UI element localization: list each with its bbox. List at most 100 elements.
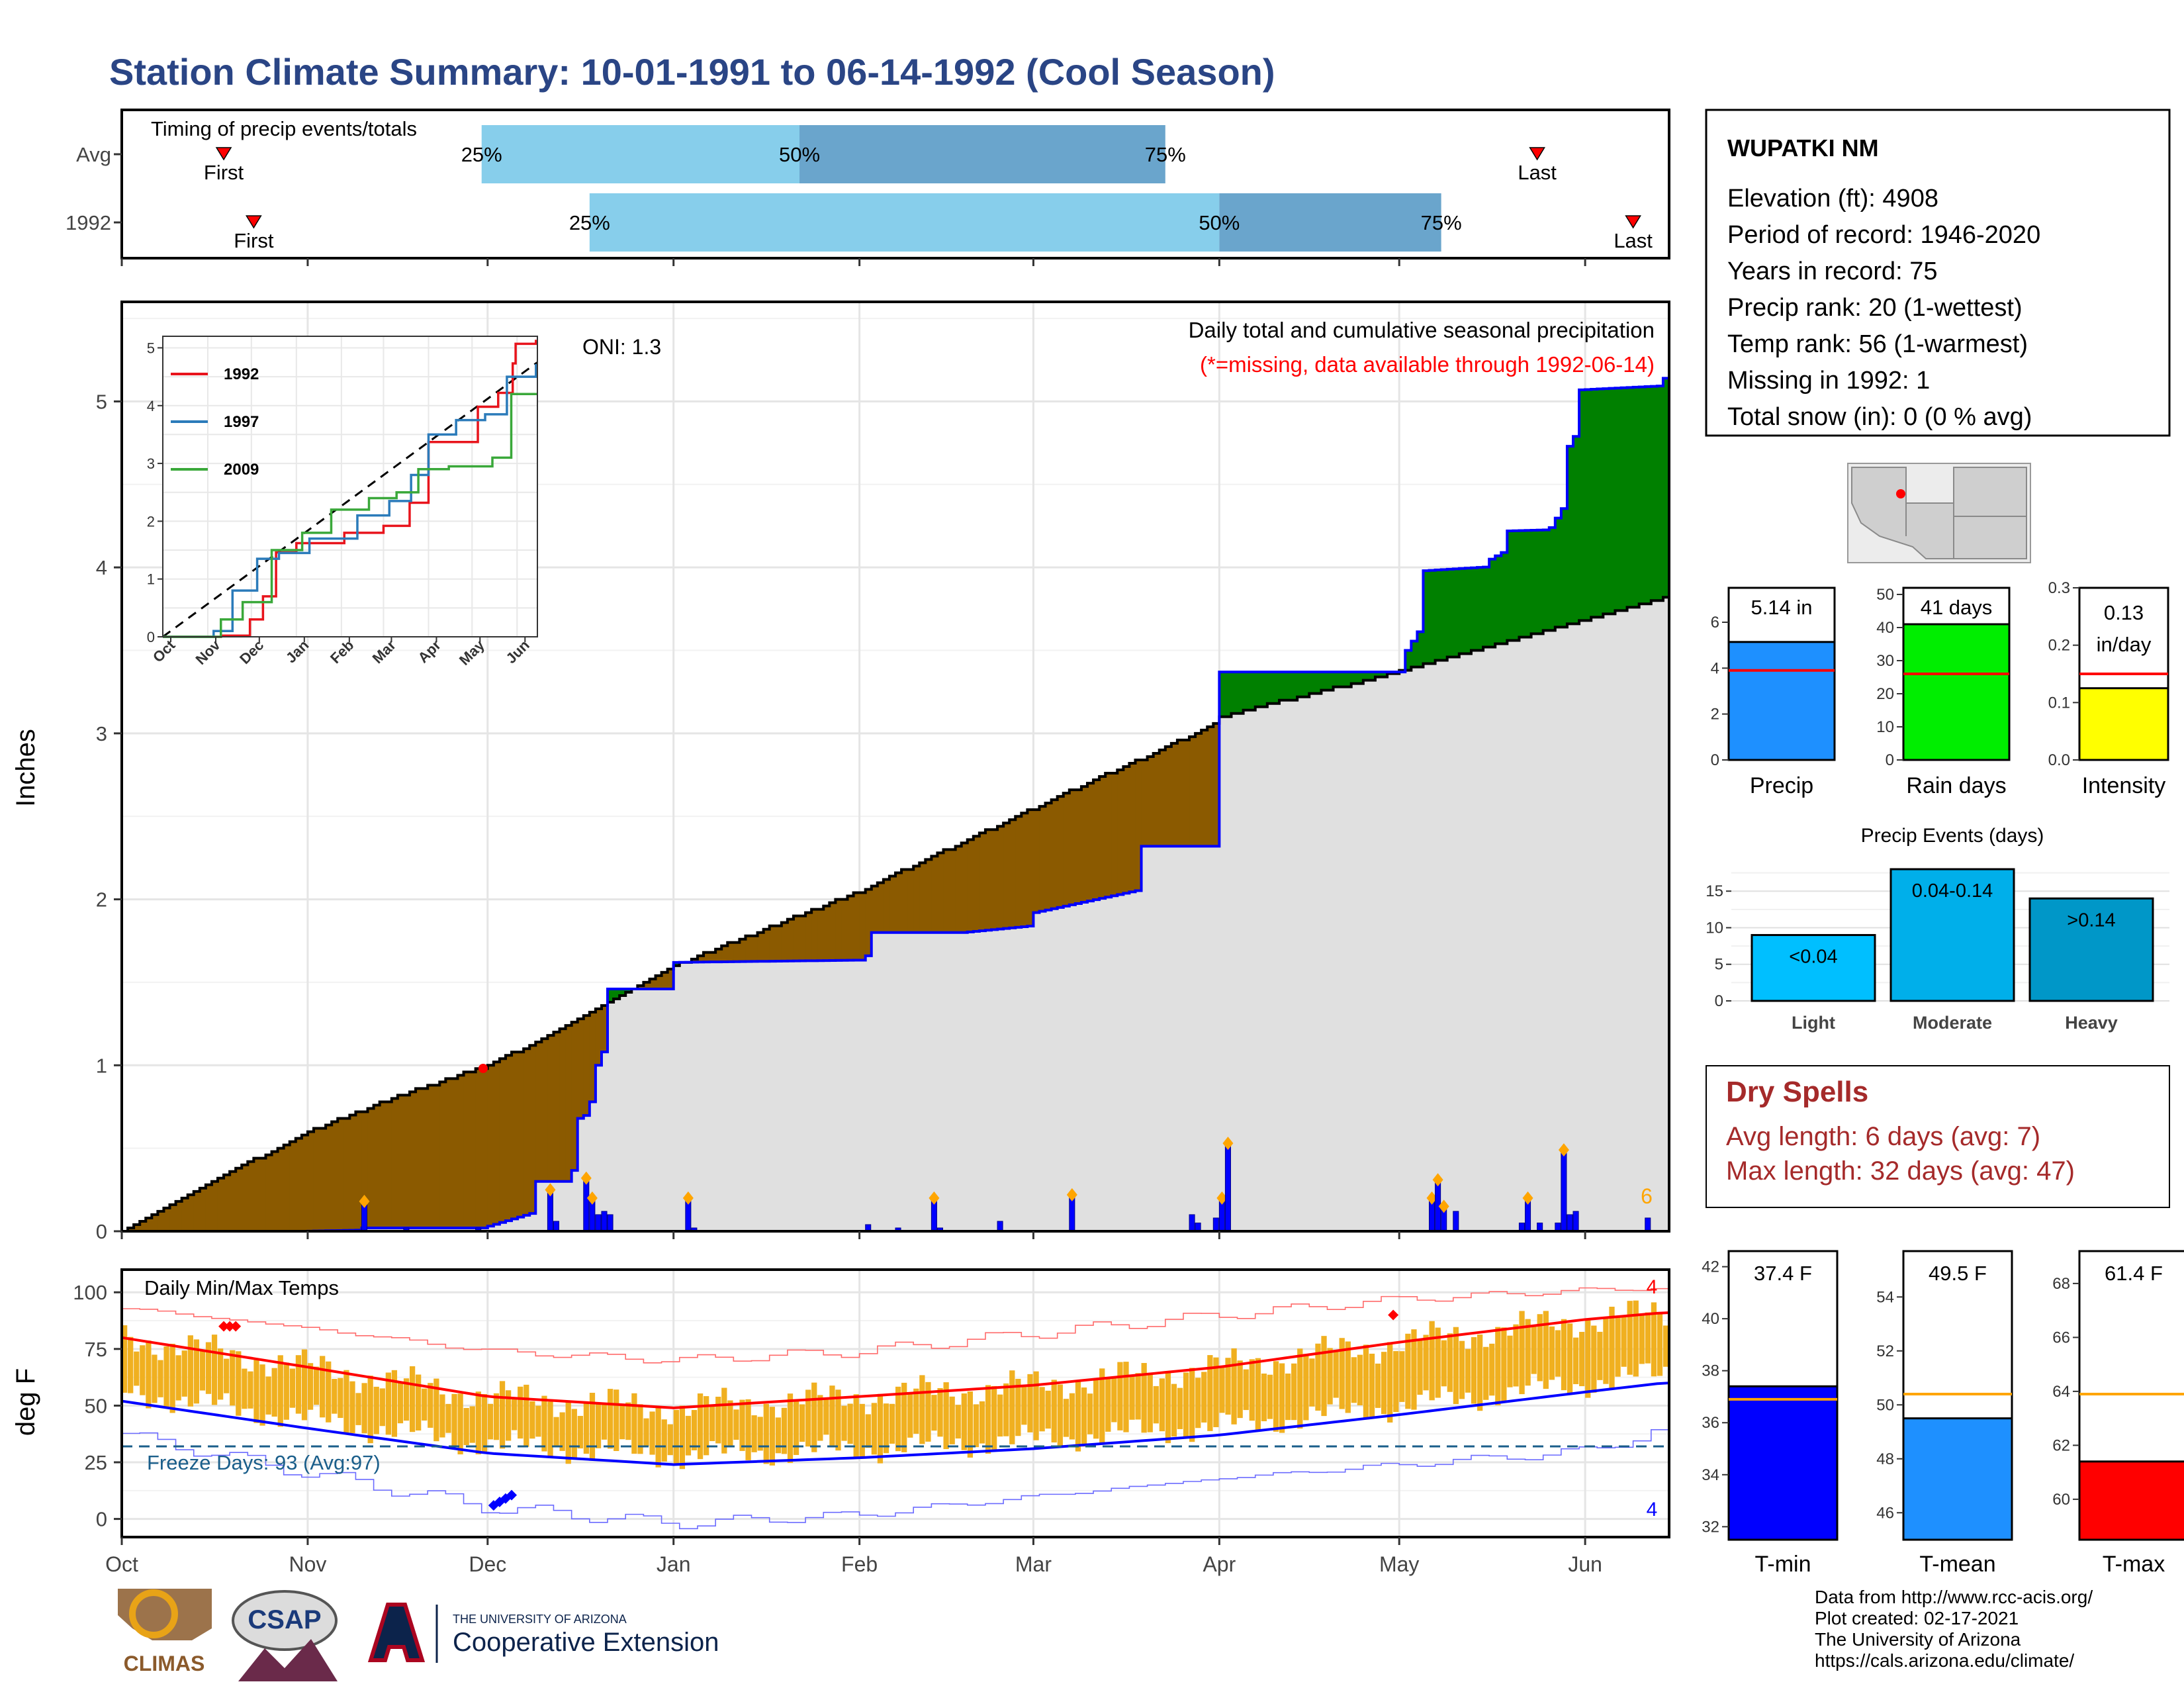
temp-day-bar: [1219, 1367, 1225, 1413]
temp-summary-y-tick-label: 62: [2052, 1436, 2070, 1454]
events-bar-label: >0.14: [2067, 910, 2115, 931]
temp-lines: [121, 1287, 1670, 1530]
temp-day-bar: [1507, 1335, 1513, 1387]
below-average-area: [236, 1168, 242, 1231]
temp-y-tick-label: 75: [85, 1338, 107, 1361]
month-tick-label: Dec: [469, 1552, 506, 1576]
daily-precip-highlight: [1216, 1191, 1228, 1205]
below-average-area: [439, 1082, 446, 1228]
temp-day-bar: [1597, 1331, 1603, 1380]
temp-day-bar: [205, 1342, 212, 1394]
below-average-area: [781, 922, 788, 961]
temp-day-bar: [847, 1403, 853, 1444]
temp-day-bar: [565, 1401, 571, 1464]
below-average-area: [248, 1161, 254, 1231]
temp-day-bar: [487, 1403, 494, 1440]
summary-y-tick-label: 40: [1876, 619, 1894, 637]
below-average-area: [326, 1125, 332, 1231]
below-average-area: [1039, 806, 1046, 912]
below-average-area: [901, 869, 908, 933]
temp-day-bar: [673, 1409, 679, 1466]
temp-day-bar: [175, 1355, 181, 1401]
below-average-area: [1063, 793, 1070, 906]
above-average-area: [1261, 672, 1268, 707]
above-average-area: [1477, 567, 1484, 651]
temp-day-bar: [715, 1396, 721, 1444]
above-average-area: [1435, 570, 1442, 661]
below-average-area: [1165, 746, 1172, 847]
below-average-area: [529, 1045, 536, 1214]
temp-day-bar: [697, 1393, 704, 1460]
above-average-area: [1327, 672, 1334, 690]
temp-day-bar: [1465, 1348, 1471, 1393]
summary-y-tick-label: 50: [1876, 586, 1894, 604]
temp-max-count: 4: [1647, 1276, 1658, 1298]
temp-day-bar: [122, 1325, 128, 1393]
below-average-area: [1141, 759, 1148, 847]
temp-day-bar: [1513, 1324, 1519, 1387]
temp-day-bar: [919, 1375, 925, 1444]
precip-y-ticks: 0 1 2 3 4 5: [96, 390, 122, 1243]
climas-sun: [129, 1589, 178, 1638]
summary-bar-label: 0.13: [2104, 601, 2144, 624]
temp-day-bar: [523, 1384, 529, 1447]
temp-day-bar: [355, 1393, 361, 1425]
timing-last-label: Last: [1614, 229, 1653, 252]
above-average-area: [1303, 672, 1310, 697]
temp-day-bar: [787, 1393, 794, 1464]
temp-day-bar: [1393, 1351, 1399, 1413]
below-average-area: [367, 1108, 375, 1228]
above-average-area: [1507, 530, 1514, 641]
temp-day-bar: [1273, 1361, 1279, 1432]
temp-day-bar: [1345, 1341, 1351, 1413]
temp-day-bar: [163, 1346, 169, 1409]
below-average-area: [230, 1171, 236, 1231]
timing-first-marker: [246, 215, 262, 229]
above-average-area: [1309, 672, 1316, 694]
month-tick-label: Feb: [841, 1552, 878, 1576]
temp-summary-y-tick-label: 66: [2052, 1329, 2070, 1346]
timing-p75-label: 75%: [1421, 211, 1462, 234]
above-average-area: [1231, 672, 1238, 714]
temp-day-bar: [1399, 1351, 1405, 1402]
below-average-area: [961, 843, 968, 933]
temp-day-bar: [158, 1360, 163, 1397]
temp-day-bar: [1129, 1376, 1135, 1420]
above-average-area: [1561, 508, 1568, 628]
temp-day-bar: [1459, 1340, 1465, 1399]
oni-label: ONI: 1.3: [582, 335, 661, 359]
below-average-area: [583, 1015, 590, 1116]
events-bar-label: <0.04: [1789, 947, 1837, 968]
temp-summary-bar-t-min: [1727, 1385, 1839, 1541]
daily-precip-highlight: [1222, 1137, 1234, 1150]
daily-precip-highlight: [1432, 1173, 1443, 1187]
temp-day-bar: [1645, 1312, 1651, 1364]
temp-day-bar: [1357, 1354, 1363, 1405]
temp-day-bar: [1117, 1362, 1123, 1430]
temp-day-bar: [709, 1405, 715, 1442]
temp-summary-caption: T-mean: [1919, 1552, 1995, 1577]
temp-day-bar: [871, 1403, 878, 1455]
below-average-area: [187, 1194, 195, 1231]
timing-bar-50-75: [799, 125, 1165, 183]
temp-day-bar: [901, 1382, 907, 1452]
events-bar-label: 0.04-0.14: [1912, 880, 1993, 902]
temp-day-bar: [1027, 1374, 1033, 1432]
below-average-area: [859, 892, 866, 961]
temp-summary-y-tick-label: 34: [1702, 1466, 1719, 1484]
temp-day-bar: [829, 1385, 835, 1446]
above-average-area: [1249, 672, 1256, 710]
temp-day-bar: [379, 1388, 385, 1427]
temp-summary-caption: T-min: [1755, 1552, 1811, 1577]
temp-day-bar: [853, 1394, 859, 1459]
temp-day-bar: [1315, 1343, 1321, 1411]
temp-day-bar: [1543, 1311, 1549, 1389]
temp-day-bar: [1471, 1336, 1477, 1404]
below-average-area: [451, 1078, 459, 1228]
temp-day-bar: [823, 1397, 829, 1435]
timing-row-label: Avg: [76, 143, 111, 166]
temp-y-tick-label: 25: [85, 1451, 107, 1474]
temp-day-bar: [289, 1368, 295, 1408]
below-average-area: [128, 1227, 134, 1231]
above-average-area: [1411, 641, 1418, 667]
